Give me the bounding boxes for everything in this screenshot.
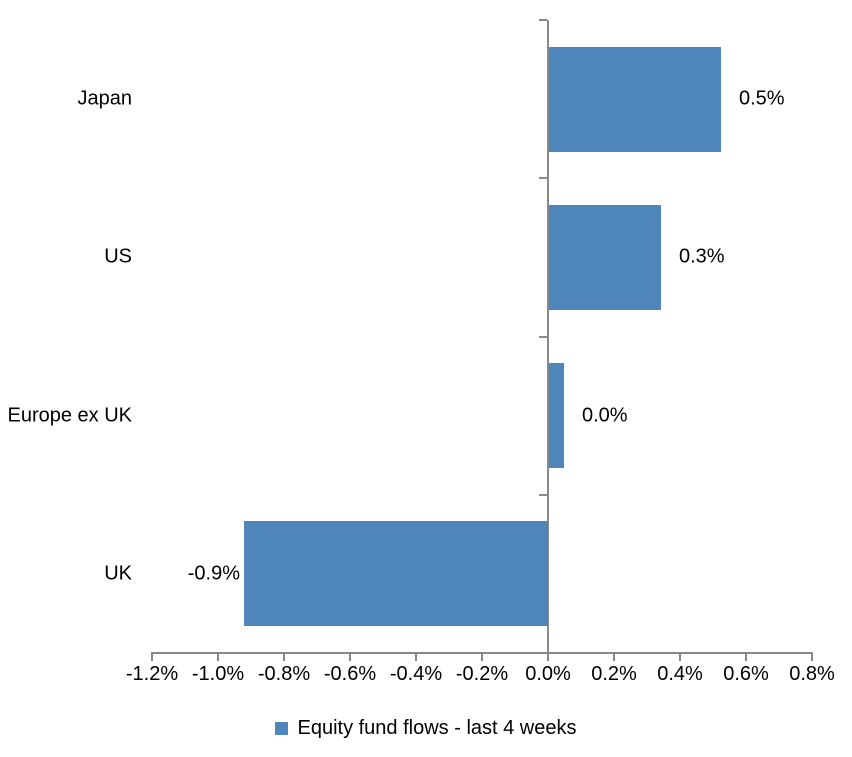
category-axis-tick [539,652,547,654]
x-axis-tick [415,652,417,661]
data-label: -0.9% [187,562,240,585]
category-axis-tick [539,494,547,496]
x-tick-label: 0.4% [657,663,703,685]
legend-swatch-icon [275,722,289,735]
x-tick-label: 0.0% [525,663,571,685]
category-axis-tick [539,19,547,21]
x-tick-label: -0.8% [257,663,311,685]
data-label: 0.0% [582,404,628,427]
data-label: 0.3% [679,245,725,268]
category-axis-tick [539,336,547,338]
category-axis-tick [539,177,547,179]
x-axis-tick [613,652,615,661]
bar-japan [549,47,721,152]
x-axis-tick [151,652,153,661]
x-axis-tick [217,652,219,661]
bar-uk [244,521,548,626]
x-axis-tick [811,652,813,661]
x-axis-tick [349,652,351,661]
x-tick-label: 0.8% [789,663,835,685]
x-axis-tick [547,652,549,661]
category-label: Japan [77,87,133,110]
x-axis-tick [481,652,483,661]
zero-axis-line [547,20,549,653]
x-tick-label: 0.2% [591,663,637,685]
x-tick-label: -0.2% [455,663,509,685]
legend: Equity fund flows - last 4 weeks [0,717,852,740]
legend-label: Equity fund flows - last 4 weeks [297,717,577,739]
x-axis-tick [745,652,747,661]
bar-us [549,205,661,310]
x-tick-label: 0.6% [723,663,769,685]
category-label: UK [104,562,132,585]
x-tick-label: -0.4% [389,663,443,685]
x-axis-tick [283,652,285,661]
category-label: US [104,245,132,268]
bar-europe-ex-uk [549,363,564,468]
data-label: 0.5% [739,87,785,110]
x-tick-label: -1.2% [125,663,179,685]
x-axis-tick [679,652,681,661]
x-tick-label: -1.0% [191,663,245,685]
category-label: Europe ex UK [7,404,132,427]
x-tick-label: -0.6% [323,663,377,685]
